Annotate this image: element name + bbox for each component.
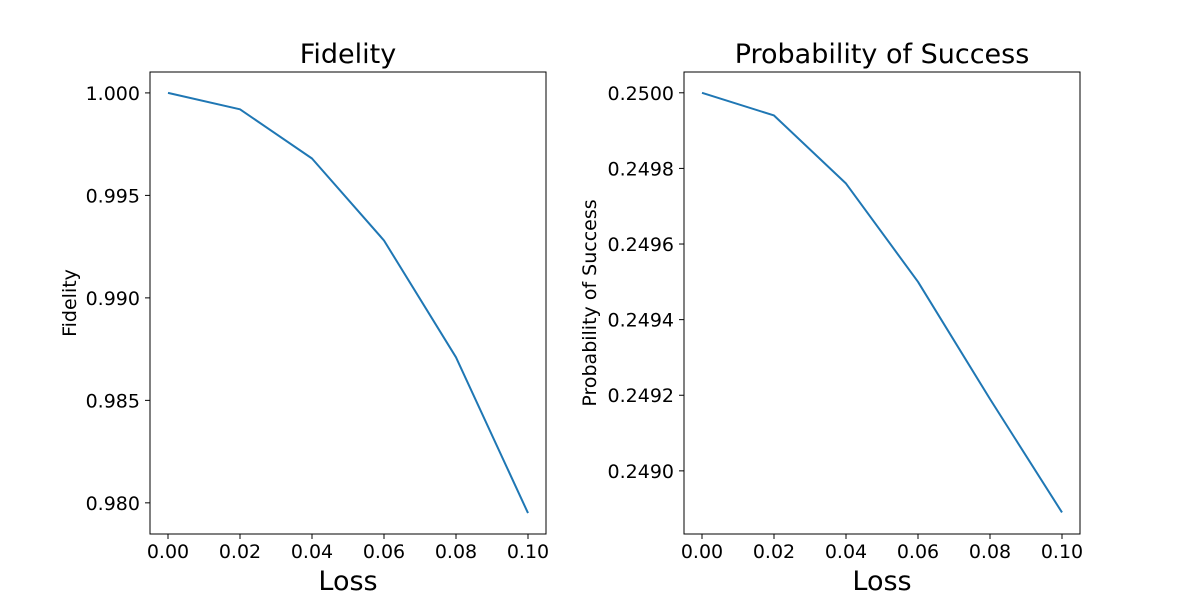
probability-y-axis-label: Probability of Success <box>579 199 601 406</box>
fidelity-y-tick-label: 0.990 <box>86 288 140 310</box>
fidelity-y-axis-label: Fidelity <box>59 269 81 337</box>
probability-x-tick-label: 0.00 <box>681 541 723 563</box>
fidelity-y-tick-label: 0.985 <box>86 390 140 412</box>
fidelity-y-ticks: 0.980 0.985 0.990 0.995 1.000 <box>86 83 150 515</box>
probability-series-line <box>701 91 1063 513</box>
probability-x-tick-label: 0.04 <box>825 541 867 563</box>
probability-chart-title: Probability of Success <box>735 39 1030 70</box>
probability-y-tick-label: 0.2498 <box>608 158 674 180</box>
fidelity-x-tick-label: 0.08 <box>435 541 477 563</box>
fidelity-x-tick-label: 0.00 <box>147 541 189 563</box>
probability-y-tick-label: 0.2492 <box>608 385 674 407</box>
fidelity-x-tick-label: 0.04 <box>291 541 333 563</box>
probability-y-tick-label: 0.2500 <box>608 83 674 105</box>
fidelity-subplot: Fidelity Loss Fidelity 0.00 0.02 0.04 0.06 0… <box>59 39 549 597</box>
probability-y-ticks: 0.2490 0.2492 0.2494 0.2496 0.2498 0.2500 <box>608 83 684 483</box>
probability-subplot: Probability of Success Loss Probability … <box>579 39 1083 597</box>
probability-y-tick-label: 0.2496 <box>608 234 674 256</box>
probability-x-tick-label: 0.02 <box>753 541 795 563</box>
fidelity-x-tick-label: 0.06 <box>363 541 405 563</box>
fidelity-x-tick-label: 0.10 <box>507 541 549 563</box>
fidelity-plot-frame <box>149 71 547 535</box>
fidelity-x-ticks: 0.00 0.02 0.04 0.06 0.08 0.10 <box>147 534 549 563</box>
fidelity-y-tick-label: 0.980 <box>86 493 140 515</box>
fidelity-x-tick-label: 0.02 <box>219 541 261 563</box>
fidelity-series-line <box>167 91 529 514</box>
fidelity-x-axis-label: Loss <box>318 566 377 597</box>
fidelity-y-tick-label: 1.000 <box>86 83 140 105</box>
probability-y-tick-label: 0.2490 <box>608 461 674 483</box>
fidelity-chart-title: Fidelity <box>300 39 396 70</box>
probability-x-tick-label: 0.08 <box>969 541 1011 563</box>
probability-x-ticks: 0.00 0.02 0.04 0.06 0.08 0.10 <box>681 534 1083 563</box>
fidelity-y-tick-label: 0.995 <box>86 185 140 207</box>
probability-plot-frame <box>683 71 1081 535</box>
probability-y-tick-label: 0.2494 <box>608 310 674 332</box>
probability-x-axis-label: Loss <box>852 566 911 597</box>
probability-x-tick-label: 0.10 <box>1041 541 1083 563</box>
probability-x-tick-label: 0.06 <box>897 541 939 563</box>
